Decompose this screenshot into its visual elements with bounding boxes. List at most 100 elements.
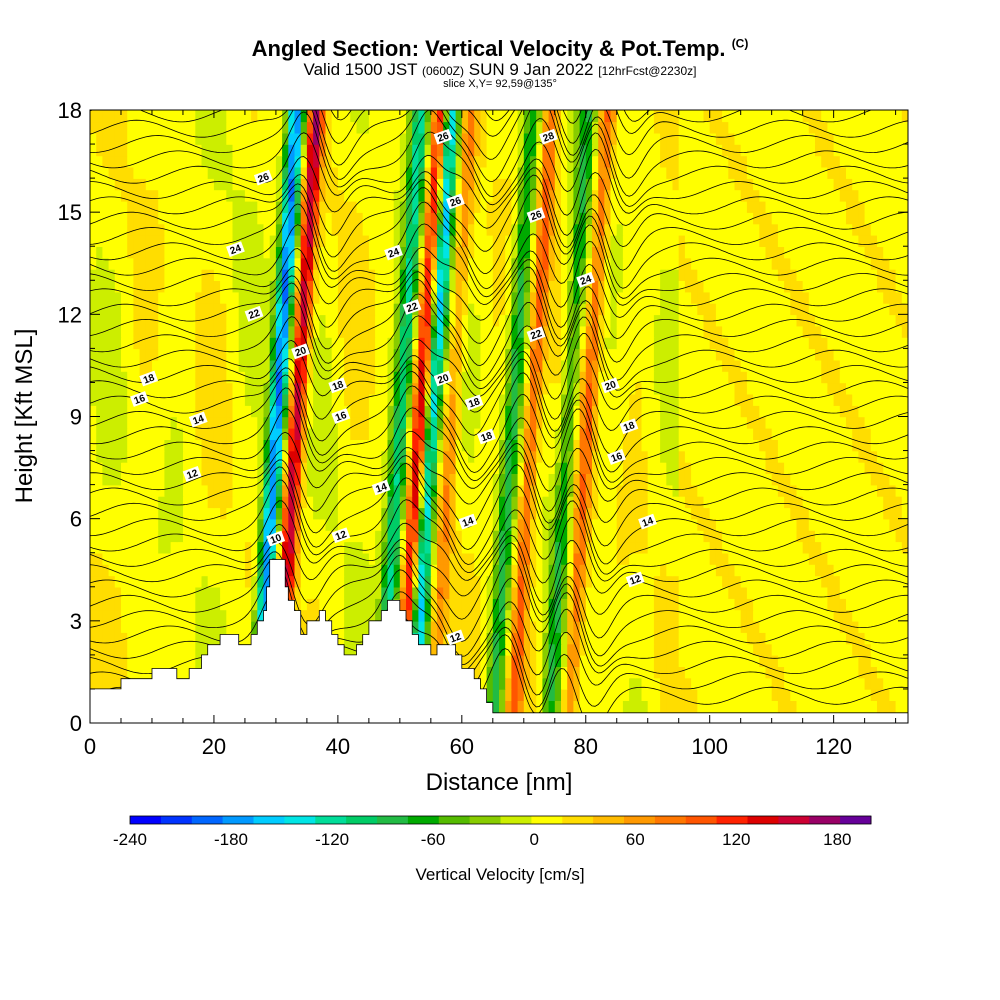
velocity-cell [585,677,593,690]
velocity-cell [592,586,599,599]
velocity-cell [418,439,426,452]
velocity-cell [777,393,785,406]
velocity-cell [455,359,463,372]
velocity-cell [368,575,376,588]
velocity-cell [152,348,159,361]
velocity-cell [275,552,283,565]
velocity-cell [585,586,593,599]
velocity-cell [201,632,209,645]
velocity-cell [864,552,872,565]
velocity-cell [728,677,736,690]
velocity-cell [158,643,166,656]
velocity-cell [114,530,122,543]
velocity-cell [567,575,575,588]
velocity-cell [722,371,729,384]
velocity-cell [337,371,345,384]
velocity-cell [356,348,364,361]
velocity-cell [759,427,767,440]
velocity-cell [468,530,475,543]
velocity-cell [542,598,550,611]
velocity-cell [629,496,636,509]
velocity-cell [604,507,612,520]
velocity-cell [883,416,891,429]
velocity-cell [263,416,271,429]
velocity-cell [207,382,215,395]
velocity-cell [852,541,860,554]
velocity-cell [499,382,506,395]
velocity-cell [647,291,655,304]
velocity-cell [734,609,742,622]
velocity-cell [183,598,190,611]
velocity-cell [511,700,519,713]
velocity-cell [313,473,320,486]
velocity-cell [895,654,903,667]
velocity-cell [746,473,754,486]
velocity-cell [430,291,438,304]
velocity-cell [114,303,122,316]
velocity-cell [170,586,178,599]
velocity-cell [418,405,426,418]
velocity-cell [635,688,643,701]
velocity-cell [269,325,277,338]
velocity-cell [604,405,612,418]
velocity-cell [728,507,736,520]
velocity-cell [232,359,240,372]
velocity-cell [697,416,705,429]
velocity-cell [740,541,748,554]
velocity-cell [542,337,550,350]
velocity-cell [269,303,277,316]
velocity-cell [877,598,884,611]
velocity-cell [220,552,227,565]
velocity-cell [505,575,513,588]
velocity-cell [666,564,674,577]
velocity-cell [114,337,122,350]
velocity-cell [635,643,643,656]
velocity-cell [883,518,891,531]
velocity-cell [201,496,209,509]
velocity-cell [393,552,401,565]
velocity-cell [102,325,110,338]
velocity-cell [709,450,717,463]
velocity-cell [610,348,618,361]
velocity-cell [815,461,822,474]
velocity-cell [784,325,791,338]
velocity-cell [647,586,655,599]
velocity-cell [480,359,488,372]
velocity-cell [90,427,97,440]
velocity-cell [232,473,240,486]
velocity-cell [226,575,234,588]
velocity-cell [703,666,711,679]
velocity-cell [418,598,426,611]
velocity-cell [213,598,221,611]
velocity-cell [96,564,104,577]
velocity-cell [833,439,841,452]
velocity-cell [852,666,860,679]
velocity-cell [468,496,475,509]
velocity-cell [722,325,729,338]
velocity-cell [127,405,135,418]
velocity-cell [697,484,705,497]
velocity-cell [437,427,444,440]
velocity-cell [610,416,618,429]
velocity-cell [660,620,667,633]
velocity-cell [443,632,451,645]
velocity-cell [846,405,853,418]
velocity-cell [592,530,599,543]
velocity-cell [895,416,903,429]
velocity-cell [839,359,847,372]
velocity-cell [319,541,327,554]
velocity-cell [251,541,258,554]
velocity-cell [653,688,661,701]
velocity-cell [523,530,531,543]
velocity-cell [728,564,736,577]
velocity-cell [133,564,141,577]
velocity-cell [201,450,209,463]
velocity-cell [288,541,296,554]
velocity-cell [418,484,426,497]
velocity-cell [771,337,779,350]
velocity-cell [827,427,835,440]
velocity-cell [684,598,692,611]
velocity-cell [567,382,575,395]
velocity-cell [480,382,488,395]
velocity-cell [238,337,246,350]
